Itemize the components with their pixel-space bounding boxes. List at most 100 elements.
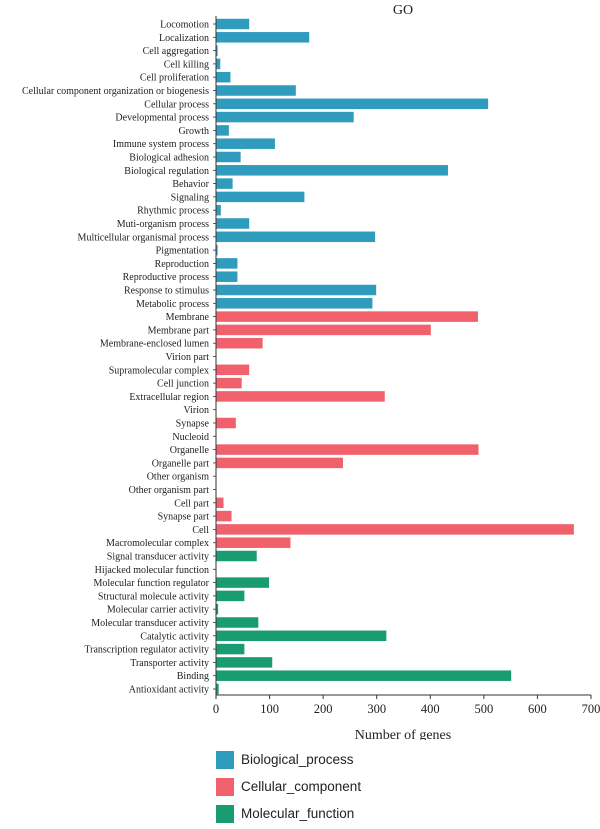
category-label-organelle: Organelle [170, 445, 210, 456]
category-label-other-organism-part: Other organism part [129, 485, 210, 496]
category-label-rhythmic-process: Rhythmic process [137, 206, 209, 217]
category-label-structural-molecule-activity: Structural molecule activity [98, 591, 209, 602]
bar-membrane [216, 311, 478, 322]
category-label-extracellular-region: Extracellular region [129, 392, 209, 403]
category-label-binding: Binding [177, 671, 209, 682]
category-label-metabolic-process: Metabolic process [136, 299, 209, 310]
bar-reproductive-process [216, 271, 238, 282]
bar-transcription-regulator-activity [216, 643, 245, 655]
bar-signal-transducer-activity [216, 550, 257, 562]
bar-antioxidant-activity [216, 683, 219, 695]
x-axis-label: Number of genes [355, 728, 451, 740]
legend-label: Cellular_component [241, 779, 362, 794]
category-label-signaling: Signaling [171, 192, 209, 203]
category-label-supramolecular-complex: Supramolecular complex [109, 365, 209, 376]
bar-membrane-enclosed-lumen [216, 337, 263, 349]
bar-reproduction [216, 258, 238, 269]
legend-swatch [216, 777, 234, 796]
bar-multicellular-organismal-process [216, 231, 376, 243]
bar-molecular-function-regulator [216, 577, 270, 588]
category-label-transporter-activity: Transporter activity [130, 658, 209, 669]
bar-behavior [216, 178, 233, 189]
bar-biological-regulation [216, 165, 448, 176]
bar-rhythmic-process [216, 204, 221, 216]
bar-organelle-part [216, 457, 343, 469]
legend-item-cellular-component: Cellular_component [216, 775, 361, 798]
bar-structural-molecule-activity [216, 590, 245, 602]
legend-item-molecular-function: Molecular_function [216, 802, 361, 825]
bar-supramolecular-complex [216, 364, 250, 376]
x-tick-label: 0 [213, 702, 219, 716]
chart-title: GO [393, 3, 413, 18]
category-label-locomotion: Locomotion [160, 20, 209, 31]
x-tick-label: 400 [421, 702, 440, 716]
category-label-growth: Growth [178, 126, 209, 137]
chart-svg: GO Locomotion Localization Cell aggregatio… [22, 3, 600, 743]
category-label-reproductive-process: Reproductive process [123, 272, 209, 283]
bar-growth [216, 125, 229, 136]
bar-cell-proliferation [216, 71, 231, 83]
bar-metabolic-process [216, 298, 373, 309]
bar-cell-aggregation [216, 45, 218, 56]
category-label-molecular-carrier-activity: Molecular carrier activity [107, 605, 209, 616]
category-label-antioxidant-activity: Antioxidant activity [129, 685, 209, 696]
legend-label: Molecular_function [241, 806, 355, 821]
category-label-macromolecular-complex: Macromolecular complex [106, 538, 209, 549]
category-label-hijacked-molecular-function: Hijacked molecular function [95, 565, 209, 576]
category-label-cell-aggregation: Cell aggregation [143, 46, 209, 57]
category-label-signal-transducer-activity: Signal transducer activity [107, 552, 209, 563]
bar-cellular-component-organization-or-biogenesis [216, 85, 296, 96]
x-tick-label: 300 [367, 702, 386, 716]
category-label-cell-junction: Cell junction [157, 379, 209, 390]
bar-biological-adhesion [216, 151, 241, 163]
bar-cell [216, 524, 574, 535]
bar-organelle [216, 444, 479, 455]
bar-cellular-process [216, 98, 489, 110]
axes-layer: 0 100 200 300 400 500 600 700 [213, 16, 600, 716]
category-label-behavior: Behavior [172, 179, 209, 190]
bar-locomotion [216, 18, 250, 30]
category-label-molecular-function-regulator: Molecular function regulator [93, 578, 209, 589]
bar-immune-system-process [216, 138, 275, 149]
category-label-pigmentation: Pigmentation [156, 246, 209, 257]
bar-binding [216, 670, 512, 681]
bar-cell-part [216, 497, 224, 509]
category-label-muti-organism-process: Muti-organism process [117, 219, 209, 230]
bar-synapse [216, 417, 236, 429]
category-label-other-organism: Other organism [147, 472, 210, 483]
category-label-synapse: Synapse [176, 419, 210, 430]
category-label-catalytic-activity: Catalytic activity [140, 631, 209, 642]
category-label-molecular-transducer-activity: Molecular transducer activity [91, 618, 209, 629]
category-label-cell-part: Cell part [174, 498, 209, 509]
bar-macromolecular-complex [216, 537, 291, 548]
category-label-cell-killing: Cell killing [164, 59, 209, 70]
bar-response-to-stimulus [216, 284, 377, 296]
category-label-multicellular-organismal-process: Multicellular organismal process [78, 232, 210, 243]
bar-cell-junction [216, 377, 242, 389]
category-label-cellular-component-organization-or-biogenesis: Cellular component organization or bioge… [22, 86, 209, 97]
x-tick-label: 700 [582, 702, 600, 716]
category-label-cell-proliferation: Cell proliferation [140, 73, 209, 84]
category-label-virion: Virion [183, 405, 209, 416]
bar-localization [216, 32, 310, 43]
category-label-virion-part: Virion part [165, 352, 209, 363]
bar-membrane-part [216, 324, 431, 336]
bar-extracellular-region [216, 391, 385, 402]
category-label-immune-system-process: Immune system process [113, 139, 209, 150]
category-label-nucleoid: Nucleoid [172, 432, 209, 443]
x-tick-label: 100 [260, 702, 279, 716]
bar-signaling [216, 191, 305, 203]
bar-developmental-process [216, 111, 354, 123]
bar-synapse-part [216, 510, 232, 522]
category-label-membrane-part: Membrane part [148, 325, 210, 336]
category-label-response-to-stimulus: Response to stimulus [124, 286, 209, 297]
bar-catalytic-activity [216, 630, 387, 642]
bar-pigmentation [216, 244, 218, 256]
category-label-biological-regulation: Biological regulation [124, 166, 209, 177]
legend-swatch [216, 804, 234, 823]
category-labels-layer: Locomotion Localization Cell aggregation Ce… [22, 20, 210, 696]
legend: Biological_process Cellular_component Mole… [216, 748, 361, 829]
bar-molecular-transducer-activity [216, 617, 259, 628]
category-label-synapse-part: Synapse part [158, 512, 210, 523]
category-label-cell: Cell [192, 525, 209, 536]
